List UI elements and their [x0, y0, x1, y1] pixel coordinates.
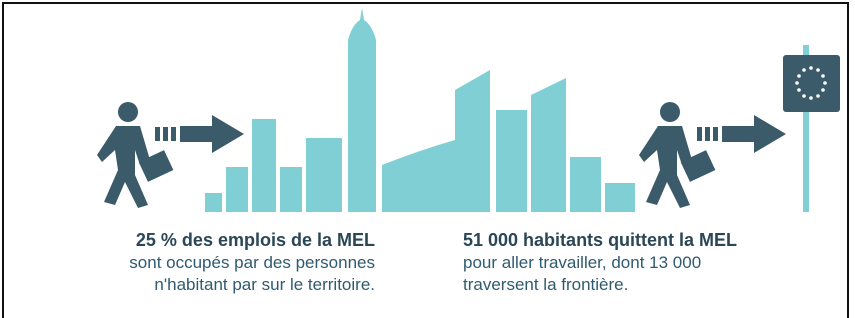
left-line: sont occupés par des personnes [129, 253, 375, 272]
right-commuter [639, 102, 786, 208]
left-commuter [97, 102, 244, 208]
infographic: 25 % des emplois de la MEL sont occupés … [0, 0, 855, 318]
right-headline: 51 000 habitants quittent la MEL [463, 230, 737, 250]
right-line: traversent la frontière. [463, 275, 628, 294]
left-headline: 25 % des emplois de la MEL [136, 230, 375, 250]
eu-flag [783, 55, 840, 112]
left-line: n'habitant par sur le territoire. [154, 275, 375, 294]
right-line: pour aller travailler, dont 13 000 [463, 253, 701, 272]
skyline [205, 8, 809, 212]
